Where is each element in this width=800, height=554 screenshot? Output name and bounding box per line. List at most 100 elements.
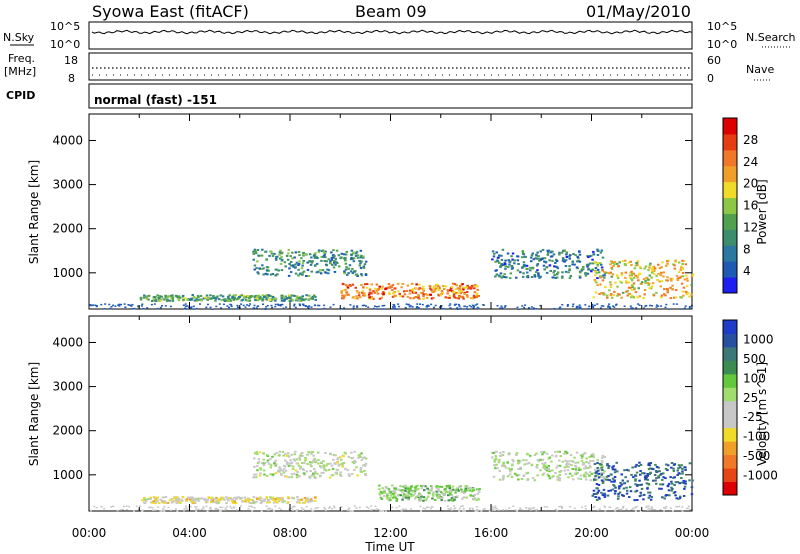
data-cell (359, 467, 363, 470)
data-cell (608, 289, 611, 292)
data-cell (547, 464, 550, 467)
data-cell (634, 264, 638, 267)
data-cell (596, 268, 600, 271)
data-cell (666, 276, 669, 279)
data-cell (569, 254, 572, 257)
data-cell (646, 474, 650, 477)
data-cell (256, 462, 260, 465)
data-cell (661, 496, 664, 499)
data-cell (166, 296, 170, 299)
data-cell (211, 308, 214, 310)
data-cell (222, 298, 225, 301)
data-cell (199, 295, 203, 297)
data-cell (453, 497, 456, 500)
data-cell (609, 271, 612, 274)
data-cell (613, 263, 616, 266)
data-cell (210, 508, 213, 511)
data-cell (394, 496, 397, 499)
data-cell (556, 276, 559, 279)
data-cell (340, 506, 343, 508)
data-cell (555, 260, 559, 262)
data-cell (302, 254, 305, 257)
data-cell (541, 453, 544, 456)
data-cell (340, 458, 343, 461)
data-cell (352, 260, 356, 263)
data-cell (289, 264, 293, 267)
data-cell (283, 500, 286, 503)
data-cell (493, 509, 496, 511)
data-cell (547, 251, 550, 254)
data-cell (341, 294, 344, 297)
data-cell (379, 496, 383, 499)
data-cell (645, 506, 648, 509)
data-cell (313, 468, 316, 470)
data-cell (359, 456, 362, 458)
data-cell (654, 470, 658, 472)
data-cell (523, 306, 526, 309)
data-cell (456, 287, 459, 290)
data-cell (586, 467, 590, 470)
data-cell (205, 505, 208, 508)
data-cell (175, 496, 178, 499)
data-cell (320, 255, 323, 258)
data-cell (320, 471, 323, 474)
nsky-tick-top: 10^5 (50, 20, 80, 33)
data-cell (685, 274, 688, 277)
data-cell (259, 468, 263, 471)
data-cell (568, 255, 571, 258)
colorbar-tick-label: -100 (743, 430, 770, 444)
data-cell (558, 470, 561, 473)
data-cell (178, 296, 182, 299)
data-cell (647, 464, 650, 466)
data-cell (347, 293, 350, 296)
data-cell (637, 287, 640, 290)
data-cell (610, 480, 613, 483)
data-cell (682, 286, 686, 289)
data-cell (200, 299, 203, 302)
data-cell (171, 299, 175, 302)
data-cell (637, 303, 640, 305)
data-cell (660, 266, 663, 269)
data-cell (592, 306, 595, 309)
data-cell (385, 496, 389, 499)
data-cell (305, 294, 308, 297)
data-cell (542, 466, 545, 469)
data-cell (594, 468, 597, 471)
data-cell (611, 477, 615, 480)
data-cell (219, 294, 223, 297)
data-cell (680, 481, 684, 484)
data-cell (294, 450, 297, 453)
colorbar-swatch (723, 149, 737, 167)
data-cell (118, 303, 121, 306)
data-cell (357, 454, 361, 457)
data-cell (262, 464, 266, 467)
data-cell (307, 307, 310, 309)
data-cell (372, 307, 375, 310)
data-cell (531, 267, 535, 270)
data-cell (370, 283, 373, 286)
data-cell (325, 260, 328, 263)
data-cell (295, 510, 298, 512)
data-cell (600, 471, 603, 474)
data-cell (256, 249, 260, 251)
data-cell (186, 305, 189, 307)
data-cell (586, 272, 590, 275)
data-cell (397, 303, 400, 305)
data-cell (220, 498, 223, 501)
data-cell (276, 498, 280, 501)
data-cell (225, 299, 229, 302)
data-cell (659, 285, 662, 288)
data-cell (389, 285, 392, 288)
data-cell (670, 466, 673, 469)
data-cell (391, 496, 395, 499)
data-cell (632, 272, 635, 275)
data-cell (690, 283, 693, 286)
cpid-label: CPID (6, 89, 35, 102)
data-cell (207, 303, 209, 306)
data-cell (465, 489, 468, 492)
data-cell (578, 276, 582, 279)
data-cell (331, 508, 333, 510)
data-cell (590, 270, 593, 273)
colorbar-swatch (723, 400, 737, 415)
data-cell (535, 264, 539, 267)
